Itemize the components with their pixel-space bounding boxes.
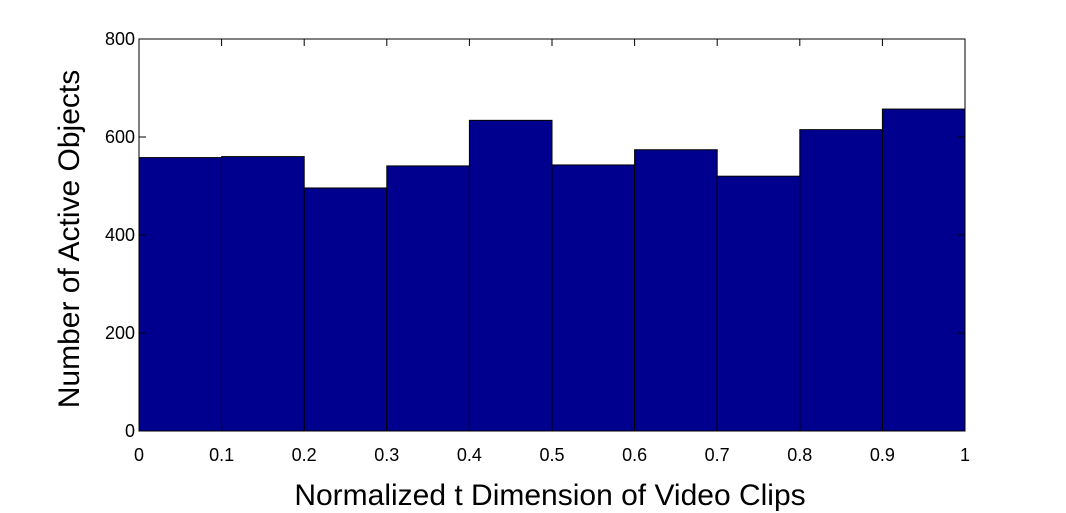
histogram-bar	[386, 165, 470, 432]
bars-group	[138, 108, 966, 432]
histogram-bar	[799, 129, 883, 432]
histogram-bar	[303, 187, 388, 432]
x-tick-label: 0.4	[457, 445, 482, 465]
histogram-bar	[551, 164, 636, 432]
y-tick-label: 400	[105, 225, 135, 245]
histogram-bar	[881, 108, 966, 432]
x-tick-label: 0.9	[870, 445, 895, 465]
x-tick-label: 0.1	[209, 445, 234, 465]
y-tick-label: 600	[105, 127, 135, 147]
x-tick-label: 0.7	[705, 445, 730, 465]
x-tick-label: 0.5	[539, 445, 564, 465]
x-axis: 0 0.1 0.2 0.3 0.4 0.5 0.6 0.7 0.8 0.9 1	[134, 39, 970, 465]
x-tick-label: 0.3	[374, 445, 399, 465]
y-tick-label: 800	[105, 29, 135, 49]
histogram-bar	[468, 119, 553, 432]
y-axis: 0 200 400 600 800	[105, 29, 965, 441]
x-tick-label: 0.8	[787, 445, 812, 465]
x-tick-label: 0.2	[292, 445, 317, 465]
y-axis-title: Number of Active Objects	[53, 70, 86, 408]
x-tick-label: 1	[960, 445, 970, 465]
x-tick-label: 0.6	[622, 445, 647, 465]
y-tick-label: 200	[105, 323, 135, 343]
histogram-bar	[138, 157, 223, 432]
histogram-bar	[634, 149, 718, 432]
y-tick-label: 0	[125, 421, 135, 441]
histogram-bar	[716, 175, 801, 432]
x-tick-label: 0	[134, 445, 144, 465]
x-axis-title: Normalized t Dimension of Video Clips	[294, 479, 805, 512]
histogram-bar	[221, 156, 305, 432]
